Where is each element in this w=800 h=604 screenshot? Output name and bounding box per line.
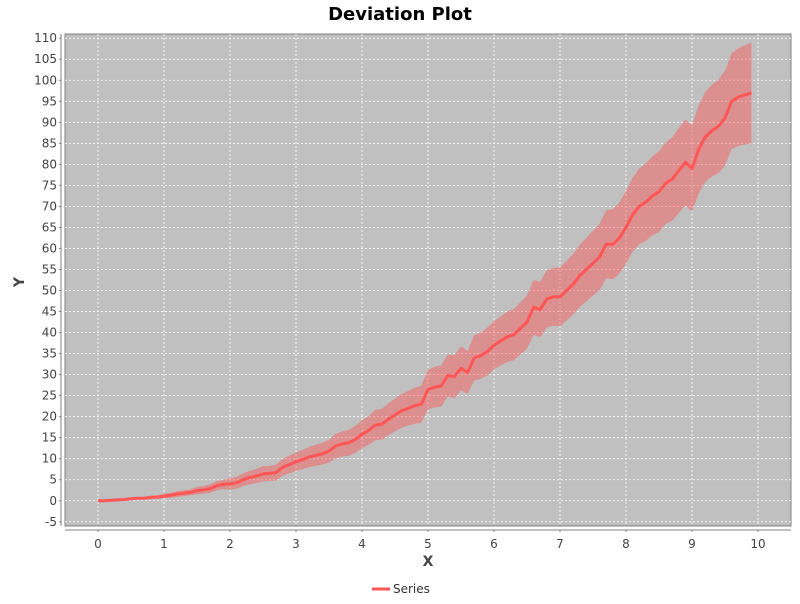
x-tick-label: 4 bbox=[358, 537, 366, 551]
y-tick-label: 60 bbox=[42, 241, 57, 255]
y-tick-label: 95 bbox=[42, 94, 57, 108]
y-tick-label: 105 bbox=[34, 52, 57, 66]
y-axis: -5 0 5 10 15 20 25 30 35 40 45 50 55 60 65 70 75 80 85 90 95… bbox=[34, 31, 62, 529]
y-tick-label: 0 bbox=[49, 494, 57, 508]
deviation-band bbox=[98, 42, 752, 502]
series-deviation-band bbox=[98, 42, 752, 502]
x-tick-label: 8 bbox=[622, 537, 630, 551]
y-tick-label: 100 bbox=[34, 73, 57, 87]
y-tick-label: 45 bbox=[42, 305, 57, 319]
x-tick-label: 3 bbox=[292, 537, 300, 551]
y-tick-label: 65 bbox=[42, 220, 57, 234]
y-tick-label: -5 bbox=[45, 515, 57, 529]
y-tick-label: 110 bbox=[34, 31, 57, 45]
y-tick-label: 20 bbox=[42, 410, 57, 424]
x-tick-label: 1 bbox=[160, 537, 168, 551]
y-tick-label: 80 bbox=[42, 157, 57, 171]
y-tick-label: 40 bbox=[42, 326, 57, 340]
chart-title: Deviation Plot bbox=[328, 4, 472, 25]
legend: Series bbox=[372, 582, 430, 596]
y-tick-label: 50 bbox=[42, 284, 57, 298]
y-tick-label: 85 bbox=[42, 136, 57, 150]
x-axis-label: X bbox=[423, 554, 434, 570]
x-tick-label: 10 bbox=[750, 537, 765, 551]
series-line bbox=[98, 91, 752, 503]
x-tick-label: 5 bbox=[424, 537, 432, 551]
y-tick-label: 25 bbox=[42, 389, 57, 403]
x-tick-label: 7 bbox=[556, 537, 564, 551]
x-tick-label: 0 bbox=[94, 537, 102, 551]
y-tick-label: 55 bbox=[42, 262, 57, 276]
y-tick-label: 75 bbox=[42, 178, 57, 192]
series-line-layer bbox=[98, 91, 752, 503]
legend-label: Series bbox=[393, 582, 430, 596]
x-tick-label: 2 bbox=[226, 537, 234, 551]
grid-lines bbox=[65, 34, 791, 526]
y-tick-label: 15 bbox=[42, 431, 57, 445]
y-tick-label: 35 bbox=[42, 347, 57, 361]
y-tick-label: 90 bbox=[42, 115, 57, 129]
x-tick-label: 6 bbox=[490, 537, 498, 551]
x-axis: 0 1 2 3 4 5 6 7 8 9 10 bbox=[65, 529, 791, 551]
y-tick-label: 5 bbox=[49, 473, 57, 487]
y-axis-label: Y bbox=[12, 276, 28, 288]
y-tick-label: 30 bbox=[42, 368, 57, 382]
y-tick-label: 10 bbox=[42, 452, 57, 466]
x-tick-label: 9 bbox=[688, 537, 696, 551]
y-tick-label: 70 bbox=[42, 199, 57, 213]
